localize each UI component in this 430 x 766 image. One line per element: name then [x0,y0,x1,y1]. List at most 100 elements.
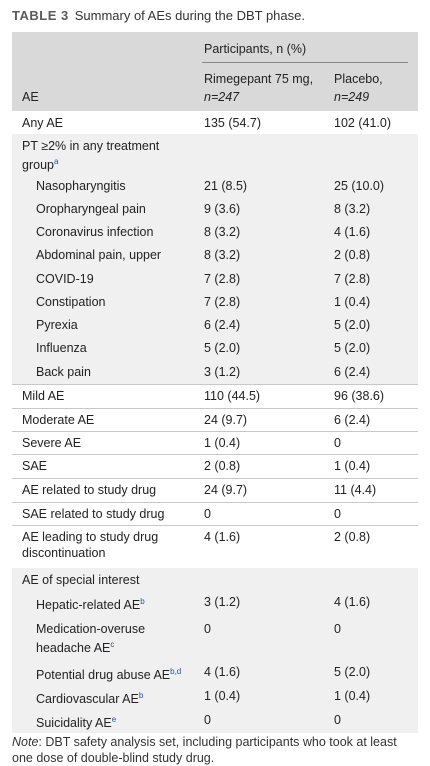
table-row: COVID-19 7 (2.8) 7 (2.8) [12,267,418,290]
header-col-placebo: Placebo, n=249 [334,72,383,104]
placebo-value: 6 (2.4) [334,413,371,427]
placebo-value: 11 (4.4) [334,483,377,497]
row-label: Influenza [36,341,87,355]
table-row: AE related to study drug 24 (9.7) 11 (4.4) [12,478,418,503]
row-label: AE of special interest [22,573,140,587]
table-row: Coronavirus infection 8 (3.2) 4 (1.6) [12,220,418,243]
rimegepant-value: 6 (2.4) [204,318,241,332]
footnote-marker: b,d [170,667,182,676]
table-row: Moderate AE 24 (9.7) 6 (2.4) [12,408,418,432]
footnote-marker: b [138,691,144,700]
placebo-value: 4 (1.6) [334,225,371,239]
placebo-value: 1 (0.4) [334,295,371,309]
row-label: Hepatic-related AEb [36,597,145,613]
rimegepant-value: 1 (0.4) [204,689,241,703]
row-label: Suicidality AEe [36,715,117,731]
footnote-marker: e [111,715,117,724]
table-note: Note: DBT safety analysis set, including… [12,735,397,765]
row-label: SAE related to study drug [22,507,165,521]
row-label: Medication-overuse headache AEc [36,622,146,656]
header-group-label: Participants, n (%) [204,42,307,56]
placebo-value: 5 (2.0) [334,665,371,679]
rimegepant-value: 24 (9.7) [204,483,248,497]
table-label: TABLE 3 [12,8,69,23]
table-header: Participants, n (%) Rimegepant 75 mg, n=… [12,32,418,111]
table-row: AE leading to study drug discontinuation 4… [12,525,418,569]
rimegepant-value: 1 (0.4) [204,436,241,450]
placebo-value: 5 (2.0) [334,318,371,332]
rimegepant-value: 8 (3.2) [204,225,241,239]
placebo-value: 96 (38.6) [334,389,385,403]
table-row: Suicidality AEe 0 0 [12,708,418,733]
row-label: Oropharyngeal pain [36,202,146,216]
row-label: Moderate AE [22,413,95,427]
table-row: Abdominal pain, upper 8 (3.2) 2 (0.8) [12,243,418,267]
placebo-value: 0 [334,507,341,521]
table-row: Constipation 7 (2.8) 1 (0.4) [12,290,418,313]
rimegepant-value: 7 (2.8) [204,295,241,309]
header-col-ae: AE [22,90,39,104]
rimegepant-value: 0 [204,622,211,636]
table-row: Nasopharyngitis 21 (8.5) 25 (10.0) [12,174,418,197]
row-label: AE related to study drug [22,483,157,497]
table-row: Medication-overuse headache AEc 0 0 [12,617,418,660]
table-title: Summary of AEs during the DBT phase. [74,8,305,23]
header-col-rimegepant: Rimegepant 75 mg, n=247 [204,72,314,104]
rimegepant-value: 110 (44.5) [204,389,261,403]
row-label: Back pain [36,365,91,379]
row-label: Constipation [36,295,106,309]
row-label: Pyrexia [36,318,78,332]
row-label: AE leading to study drug discontinuation [22,530,159,560]
table-row: Pyrexia 6 (2.4) 5 (2.0) [12,313,418,336]
row-label: COVID-19 [36,272,94,286]
row-label: Any AE [22,116,63,130]
table-row: Back pain 3 (1.2) 6 (2.4) [12,360,418,385]
row-label: SAE [22,459,48,473]
row-label: Coronavirus infection [36,225,154,239]
placebo-value: 1 (0.4) [334,689,371,703]
rimegepant-value: 8 (3.2) [204,248,241,262]
rimegepant-value: 0 [204,713,211,727]
placebo-value: 5 (2.0) [334,341,371,355]
row-label: Abdominal pain, upper [36,248,162,262]
rimegepant-value: 4 (1.6) [204,665,241,679]
placebo-value: 2 (0.8) [334,530,371,544]
table-row: Severe AE 1 (0.4) 0 [12,431,418,455]
row-label: Severe AE [22,436,82,450]
table-row: Potential drug abuse AEb,d 4 (1.6) 5 (2.0) [12,660,418,684]
table-row: PT ≥2% in any treatment groupa [12,134,418,174]
table-row: Cardiovascular AEb 1 (0.4) 1 (0.4) [12,684,418,708]
rimegepant-value: 4 (1.6) [204,530,241,544]
placebo-value: 102 (41.0) [334,116,391,130]
rimegepant-value: 9 (3.6) [204,202,241,216]
placebo-value: 0 [334,622,341,636]
row-label: PT ≥2% in any treatment groupa [22,139,160,173]
placebo-value: 0 [334,436,341,450]
table-row: SAE related to study drug 0 0 [12,502,418,526]
placebo-value: 6 (2.4) [334,365,371,379]
rimegepant-value: 0 [204,507,211,521]
table-row: SAE 2 (0.8) 1 (0.4) [12,454,418,479]
footnote-marker: a [53,157,59,166]
rimegepant-value: 21 (8.5) [204,179,248,193]
rimegepant-value: 3 (1.2) [204,595,241,609]
table-row: Mild AE 110 (44.5) 96 (38.6) [12,384,418,409]
rimegepant-value: 135 (54.7) [204,116,261,130]
table-row: Influenza 5 (2.0) 5 (2.0) [12,336,418,360]
table-row: Oropharyngeal pain 9 (3.6) 8 (3.2) [12,197,418,220]
table-row: AE of special interest [12,568,418,590]
footnote-marker: b [140,597,145,606]
table-row: Any AE 135 (54.7) 102 (41.0) [12,111,418,135]
footnote-marker: c [110,640,115,649]
row-label: Potential drug abuse AEb,d [36,667,182,683]
placebo-value: 7 (2.8) [334,272,371,286]
rimegepant-value: 5 (2.0) [204,341,241,355]
rimegepant-value: 3 (1.2) [204,365,241,379]
placebo-value: 1 (0.4) [334,459,371,473]
placebo-value: 0 [334,713,341,727]
rimegepant-value: 7 (2.8) [204,272,241,286]
placebo-value: 25 (10.0) [334,179,385,193]
table-caption: TABLE 3 Summary of AEs during the DBT pha… [12,8,305,23]
row-label: Nasopharyngitis [36,179,126,193]
